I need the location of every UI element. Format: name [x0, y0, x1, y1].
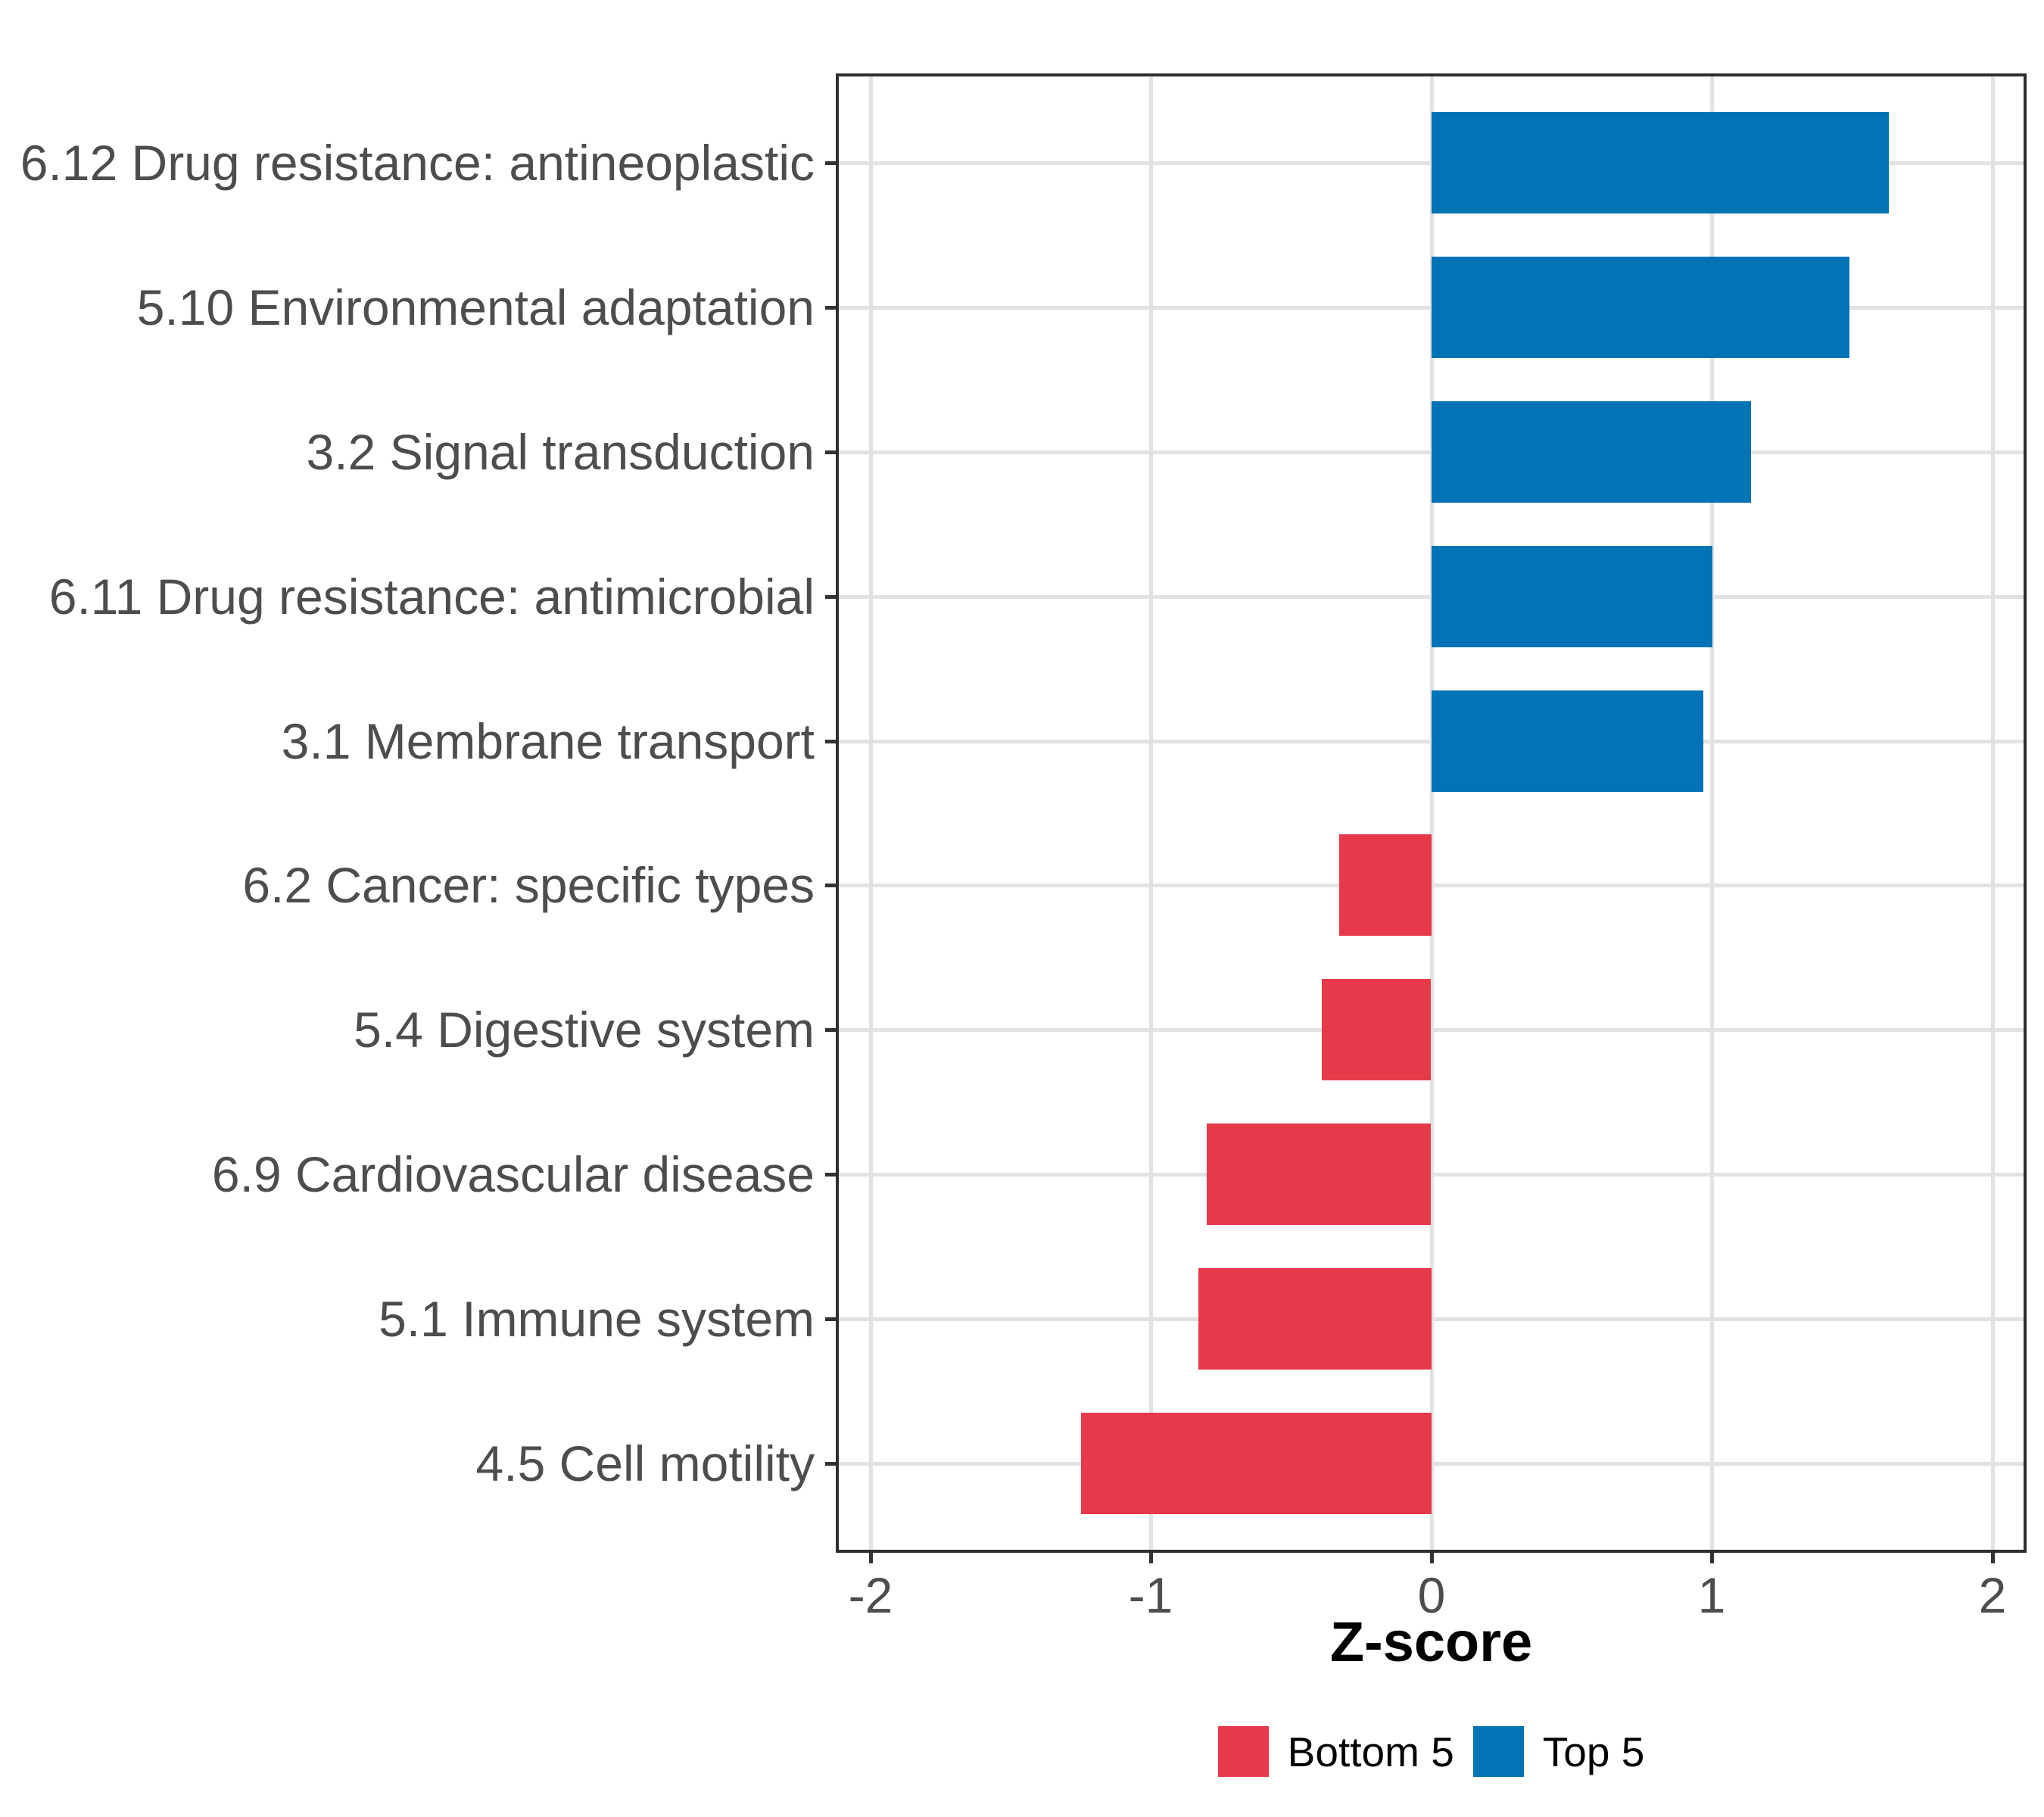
y-axis-label: 3.1 Membrane transport — [281, 713, 815, 769]
x-tick — [1149, 1553, 1153, 1563]
y-axis-label: 6.11 Drug resistance: antimicrobial — [48, 569, 815, 625]
x-gridline — [869, 76, 873, 1550]
x-tick-label: -1 — [1128, 1567, 1173, 1623]
x-axis-title: Z-score — [1329, 1610, 1533, 1673]
x-tick — [869, 1553, 873, 1563]
y-tick — [825, 1462, 836, 1466]
bar — [1432, 690, 1703, 792]
bar — [1339, 834, 1432, 936]
bar — [1432, 401, 1751, 503]
y-axis-label: 6.12 Drug resistance: antineoplastic — [20, 135, 815, 191]
legend-label: Top 5 — [1542, 1728, 1645, 1775]
y-gridline — [839, 1028, 2024, 1032]
y-axis-label: 5.4 Digestive system — [354, 1002, 815, 1058]
x-tick-label: 2 — [1978, 1567, 2007, 1623]
y-tick — [825, 450, 836, 454]
legend: Bottom 5 Top 5 — [836, 1726, 2027, 1777]
y-gridline — [839, 595, 2024, 599]
y-gridline — [839, 161, 2024, 165]
x-gridline — [1710, 76, 1714, 1550]
bar — [1432, 546, 1712, 647]
y-gridline — [839, 450, 2024, 454]
legend-label: Bottom 5 — [1287, 1728, 1454, 1775]
y-tick — [825, 884, 836, 887]
x-gridline — [1991, 76, 1995, 1550]
y-tick — [825, 1317, 836, 1321]
x-tick-label: -2 — [848, 1567, 893, 1623]
legend-swatch — [1472, 1726, 1524, 1777]
y-axis-label: 6.9 Cardiovascular disease — [211, 1146, 815, 1202]
y-axis-label: 6.2 Cancer: specific types — [242, 857, 815, 913]
bar — [1432, 257, 1849, 358]
y-tick — [825, 740, 836, 743]
y-gridline — [839, 306, 2024, 310]
plot-panel — [836, 73, 2027, 1553]
x-gridline — [1149, 76, 1153, 1550]
x-tick-label: 1 — [1697, 1567, 1726, 1623]
y-tick — [825, 595, 836, 599]
bar — [1322, 979, 1431, 1080]
x-tick — [1710, 1553, 1714, 1563]
y-gridline — [839, 740, 2024, 743]
x-tick — [1430, 1553, 1434, 1563]
legend-swatch — [1217, 1726, 1269, 1777]
legend-item: Bottom 5 — [1217, 1726, 1454, 1777]
y-axis-label: 3.2 Signal transduction — [306, 424, 815, 480]
y-tick — [825, 161, 836, 165]
x-tick — [1991, 1553, 1995, 1563]
bar — [1207, 1124, 1431, 1225]
y-gridline — [839, 1173, 2024, 1177]
y-tick — [825, 1028, 836, 1032]
y-tick — [825, 1173, 836, 1177]
y-tick — [825, 306, 836, 310]
legend-item: Top 5 — [1472, 1726, 1645, 1777]
x-gridline — [1430, 76, 1434, 1550]
bar — [1081, 1413, 1432, 1514]
y-axis-label: 5.1 Immune system — [379, 1291, 815, 1347]
y-axis-label: 5.10 Environmental adaptation — [136, 279, 815, 335]
bar — [1198, 1268, 1432, 1370]
bar — [1432, 112, 1889, 213]
y-axis-label: 4.5 Cell motility — [475, 1435, 815, 1491]
x-tick-label: 0 — [1417, 1567, 1446, 1623]
